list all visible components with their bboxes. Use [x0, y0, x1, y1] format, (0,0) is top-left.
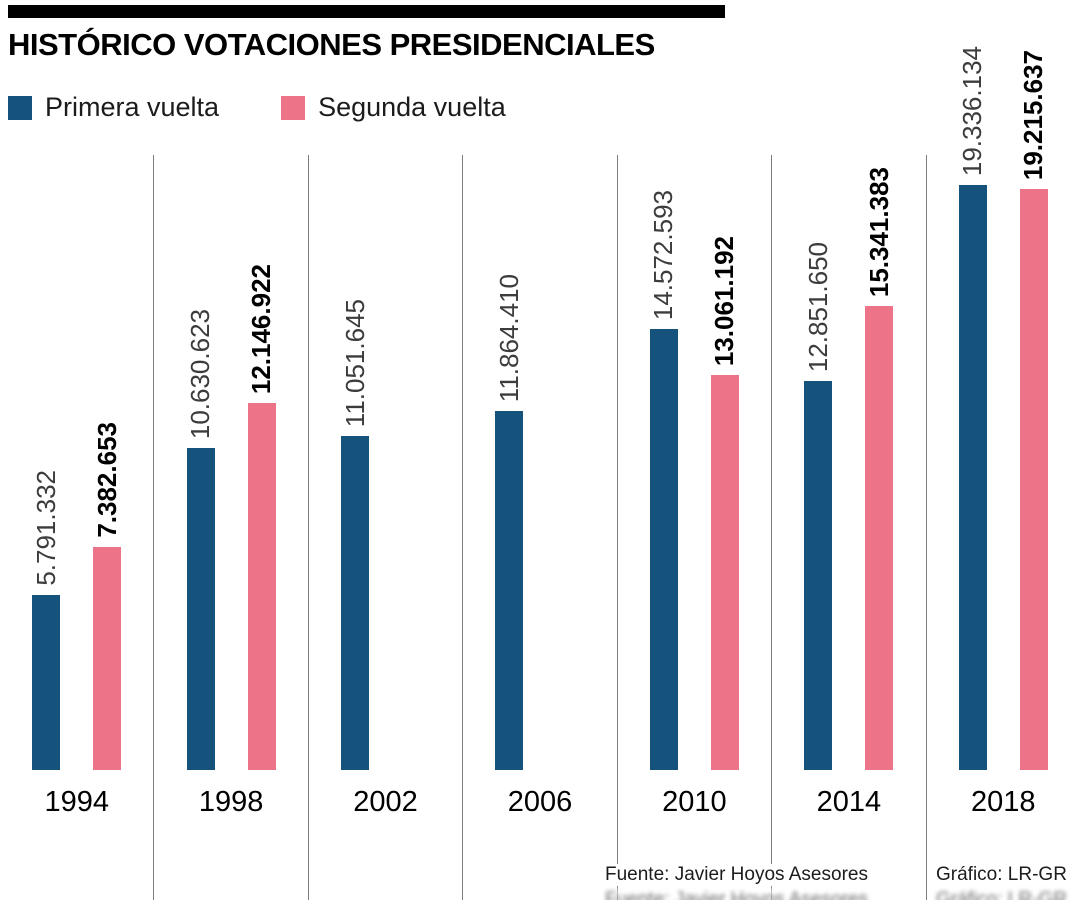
- bar-primera-2018: [958, 185, 987, 770]
- value-label-primera-2010: 14.572.593: [648, 189, 679, 320]
- bar-slot-segunda-1998: 12.146.922: [246, 263, 277, 770]
- bar-primera-1998: [186, 448, 215, 770]
- source-credit: Fuente: Javier Hoyos Asesores: [602, 864, 871, 886]
- bar-slot-segunda-2014: 15.341.383: [863, 166, 894, 770]
- legend-label-segunda: Segunda vuelta: [318, 92, 506, 122]
- bar-slot-segunda-2018: 19.215.637: [1018, 49, 1049, 770]
- graphic-credit: Gráfico: LR-GR: [933, 864, 1070, 886]
- bar-chart: 5.791.332 7.382.653 1994 10.630.623 12.146.9…: [0, 46, 1080, 900]
- source-credit-ghost: Fuente: Javier Hoyos Asesores: [602, 889, 871, 900]
- value-label-primera-2002: 11.051.645: [339, 298, 370, 427]
- year-label-2018: 2018: [970, 786, 1036, 818]
- legend-item-primera: Primera vuelta: [8, 92, 219, 123]
- year-label-2010: 2010: [662, 786, 727, 818]
- bar-slot-segunda-2010: 13.061.192: [709, 235, 740, 770]
- bar-slot-primera-2006: 11.864.410: [493, 273, 524, 770]
- year-label-2006: 2006: [507, 786, 573, 818]
- value-label-primera-1998: 10.630.623: [185, 308, 216, 439]
- footer: Fuente: Javier Hoyos Asesores Gráfico: L…: [0, 864, 1080, 890]
- legend: Primera vuelta Segunda vuelta: [8, 92, 506, 123]
- value-label-primera-2014: 12.851.650: [802, 241, 833, 372]
- bar-segunda-2010: [710, 375, 739, 770]
- bar-slot-primera-2014: 12.851.650: [802, 241, 833, 770]
- chart-title: HISTÓRICO VOTACIONES PRESIDENCIALES: [8, 27, 655, 62]
- bar-segunda-1994: [93, 547, 122, 770]
- value-label-segunda-2010: 13.061.192: [709, 235, 740, 366]
- year-group-1994: 5.791.332 7.382.653 1994: [0, 155, 155, 900]
- footer-ghost: Fuente: Javier Hoyos Asesores Gráfico: L…: [0, 889, 1080, 900]
- bar-pair-2002: 11.051.645: [339, 155, 431, 770]
- year-group-2014: 12.851.650 15.341.383 2014: [772, 155, 927, 900]
- bar-pair-2010: 14.572.593 13.061.192: [648, 155, 740, 770]
- bar-slot-primera-2010: 14.572.593: [648, 189, 679, 770]
- year-group-2018: 19.336.134 19.215.637 2018: [927, 46, 1080, 900]
- bar-pair-1994: 5.791.332 7.382.653: [30, 155, 122, 770]
- graphic-credit-ghost: Gráfico: LR-GR: [933, 889, 1070, 900]
- bar-pair-2006: 11.864.410: [493, 155, 585, 770]
- bar-slot-primera-2002: 11.051.645: [339, 298, 370, 770]
- year-label-2014: 2014: [816, 786, 882, 818]
- year-label-2002: 2002: [353, 786, 418, 818]
- segunda-vuelta-swatch: [281, 95, 306, 120]
- value-label-segunda-2014: 15.341.383: [863, 166, 894, 297]
- year-group-1998: 10.630.623 12.146.922 1998: [154, 155, 309, 900]
- bar-pair-1998: 10.630.623 12.146.922: [185, 155, 277, 770]
- bar-slot-primera-2018: 19.336.134: [957, 45, 988, 770]
- top-rule: [8, 5, 725, 18]
- bar-segunda-2018: [1019, 189, 1048, 770]
- year-label-1994: 1994: [44, 786, 109, 818]
- bar-primera-2002: [341, 436, 370, 770]
- bar-primera-2014: [804, 381, 833, 770]
- legend-label-primera: Primera vuelta: [45, 92, 220, 122]
- value-label-segunda-1998: 12.146.922: [246, 263, 277, 394]
- bar-slot-primera-1994: 5.791.332: [30, 470, 61, 770]
- value-label-segunda-1994: 7.382.653: [91, 422, 122, 538]
- legend-item-segunda: Segunda vuelta: [281, 92, 506, 123]
- year-group-2010: 14.572.593 13.061.192 2010: [618, 155, 773, 900]
- primera-vuelta-swatch: [8, 95, 32, 120]
- bar-primera-2006: [495, 411, 524, 770]
- bar-pair-2018: 19.336.134 19.215.637: [957, 46, 1048, 770]
- value-label-segunda-2018: 19.215.637: [1018, 49, 1049, 180]
- value-label-primera-2018: 19.336.134: [957, 45, 988, 176]
- bar-primera-1994: [32, 595, 61, 770]
- year-group-2006: 11.864.410 2006: [463, 155, 618, 900]
- bar-slot-segunda-1994: 7.382.653: [91, 422, 122, 770]
- bar-pair-2014: 12.851.650 15.341.383: [802, 155, 894, 770]
- year-label-1998: 1998: [198, 786, 264, 818]
- value-label-primera-1994: 5.791.332: [30, 470, 61, 586]
- bar-segunda-1998: [247, 403, 276, 770]
- bar-primera-2010: [649, 329, 678, 770]
- value-label-primera-2006: 11.864.410: [493, 273, 524, 402]
- bar-slot-primera-1998: 10.630.623: [185, 308, 216, 770]
- year-group-2002: 11.051.645 2002: [309, 155, 464, 900]
- bar-segunda-2014: [865, 306, 894, 770]
